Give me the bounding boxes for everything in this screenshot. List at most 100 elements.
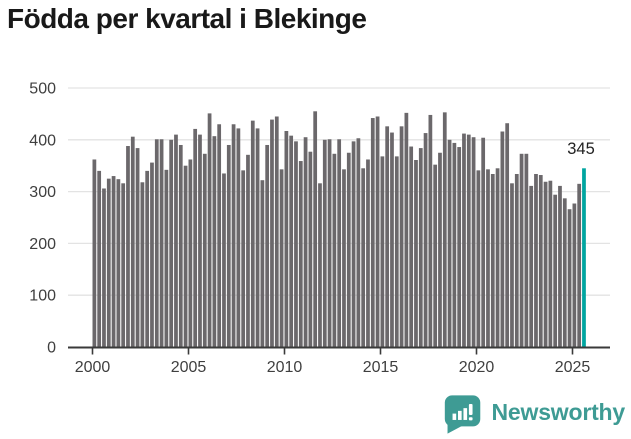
bar <box>222 173 226 347</box>
bar <box>135 148 140 347</box>
bar <box>505 123 510 347</box>
bar <box>226 144 231 347</box>
bar <box>438 152 442 347</box>
newsworthy-logo-icon <box>444 395 480 434</box>
bar <box>207 113 212 347</box>
bar <box>351 141 356 347</box>
bar <box>97 170 102 347</box>
bar <box>519 153 524 347</box>
bar <box>274 116 279 348</box>
bar <box>145 170 150 347</box>
bar <box>462 133 466 347</box>
bar <box>567 209 572 347</box>
bar <box>524 153 529 347</box>
bar <box>572 203 577 347</box>
bar <box>471 137 476 347</box>
bar <box>111 176 116 347</box>
bar <box>322 139 327 347</box>
x-axis-label: 2020 <box>459 359 495 376</box>
bar <box>337 139 342 347</box>
bar <box>490 173 495 347</box>
x-axis-label: 2000 <box>75 359 111 376</box>
bar <box>380 156 385 347</box>
y-axis-label: 500 <box>29 81 56 98</box>
newsworthy-logo[interactable]: Newsworthy <box>443 393 625 436</box>
y-axis-label: 200 <box>29 236 56 253</box>
x-axis-label: 2025 <box>555 359 591 376</box>
bar <box>231 124 236 347</box>
bar <box>486 169 490 347</box>
x-axis-label: 2010 <box>267 359 303 376</box>
bar <box>92 159 97 347</box>
bar <box>452 142 457 347</box>
bar <box>476 170 481 347</box>
bar <box>313 111 318 347</box>
bar <box>246 154 250 347</box>
bar <box>375 116 380 348</box>
y-axis-label: 0 <box>47 340 56 357</box>
bar <box>342 169 346 347</box>
bar <box>298 161 303 347</box>
bar <box>159 139 164 347</box>
bar <box>284 130 289 347</box>
bar <box>409 146 414 347</box>
bar <box>390 132 394 347</box>
bar <box>193 128 198 347</box>
bar <box>548 180 553 347</box>
bar <box>169 139 174 347</box>
bar <box>130 136 135 347</box>
bar <box>457 147 462 347</box>
bar <box>332 153 337 347</box>
bar <box>423 133 428 347</box>
bar <box>577 183 582 347</box>
bar <box>433 164 438 347</box>
x-axis-label: 2015 <box>363 359 399 376</box>
bar <box>241 170 246 347</box>
bar <box>510 183 514 347</box>
bar <box>553 194 558 347</box>
bar <box>366 159 370 347</box>
y-axis-label: 400 <box>29 132 56 149</box>
bar <box>346 152 351 347</box>
bar <box>212 136 217 347</box>
bar <box>327 139 332 347</box>
bar <box>236 128 241 347</box>
bar <box>394 156 399 347</box>
bar <box>294 141 298 347</box>
bar <box>447 139 452 347</box>
bar <box>279 169 284 347</box>
bar <box>500 131 505 347</box>
x-axis-label: 2005 <box>171 359 207 376</box>
chart-title: Födda per kvartal i Blekinge <box>7 3 367 34</box>
bar <box>414 160 418 347</box>
bar <box>106 178 111 347</box>
bar <box>538 175 543 347</box>
bar <box>183 165 188 347</box>
bar <box>116 179 121 347</box>
bar <box>562 198 567 347</box>
bar <box>543 181 548 347</box>
bar <box>154 139 159 347</box>
bar <box>385 126 390 347</box>
bar <box>198 134 202 347</box>
bar <box>361 168 366 347</box>
y-axis-label: 100 <box>29 288 56 305</box>
bar <box>356 138 361 347</box>
bar <box>178 144 183 347</box>
bar <box>418 148 423 347</box>
bar <box>140 182 145 347</box>
bar <box>121 183 126 347</box>
bar <box>265 144 270 347</box>
bar <box>270 119 274 347</box>
bar <box>250 120 255 347</box>
bar <box>303 137 308 347</box>
bar <box>495 168 500 347</box>
bar <box>558 185 562 347</box>
bar <box>202 153 207 347</box>
bar <box>428 114 433 347</box>
bar <box>260 180 265 347</box>
bar <box>255 128 260 347</box>
bar <box>514 173 519 347</box>
bar <box>481 137 486 347</box>
